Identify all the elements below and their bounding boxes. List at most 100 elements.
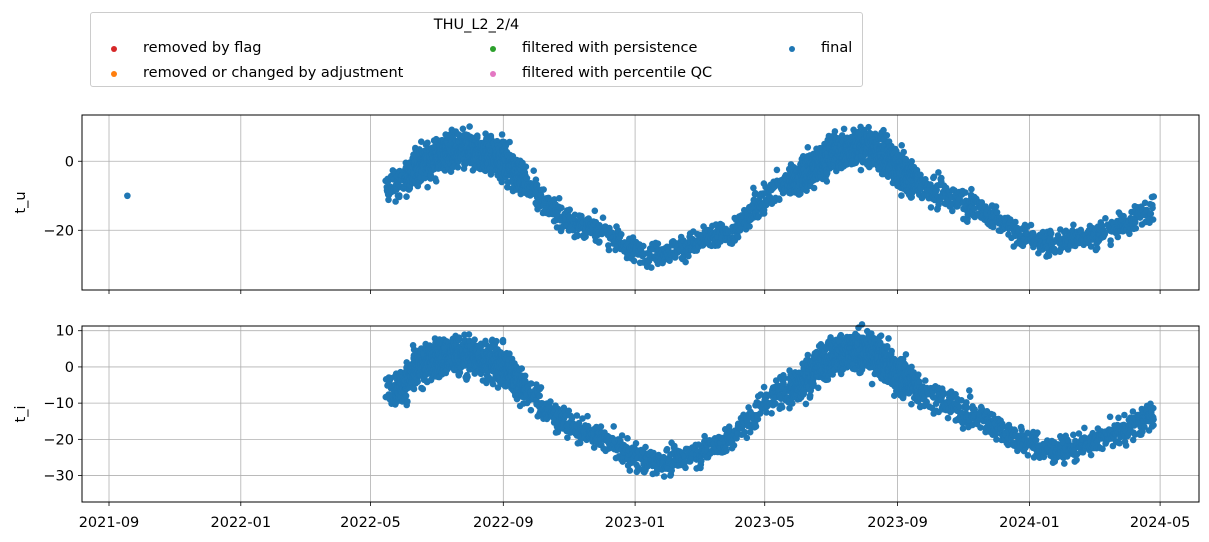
- data-point: [1029, 229, 1037, 237]
- data-point: [523, 174, 531, 182]
- data-point: [537, 192, 545, 199]
- data-point: [883, 132, 891, 139]
- data-point: [750, 184, 757, 192]
- data-point: [419, 385, 427, 393]
- data-point: [1093, 244, 1101, 252]
- legend-title: THU_L2_2/4: [433, 17, 520, 33]
- data-point: [802, 400, 810, 408]
- y-tick-label: −30: [43, 469, 74, 485]
- data-point: [1149, 216, 1157, 223]
- data-point: [466, 123, 473, 130]
- data-point: [498, 131, 506, 138]
- data-point: [626, 467, 634, 474]
- data-point: [760, 210, 768, 217]
- data-point: [1147, 210, 1155, 217]
- data-point: [768, 410, 775, 417]
- data-point: [392, 198, 399, 205]
- data-point: [654, 240, 662, 247]
- y-tick-label: 0: [65, 360, 74, 376]
- panel-t-i: 100−10−20−30t_i: [13, 321, 1200, 506]
- data-point: [1132, 219, 1139, 226]
- data-point: [573, 232, 581, 240]
- data-point: [404, 398, 411, 405]
- data-point: [804, 144, 812, 151]
- legend-label: filtered with percentile QC: [522, 65, 713, 81]
- data-point: [642, 443, 649, 451]
- data-point: [902, 155, 910, 163]
- data-point: [1114, 233, 1122, 241]
- data-point: [555, 195, 563, 202]
- data-point: [414, 378, 422, 386]
- data-point: [504, 184, 511, 191]
- data-point: [465, 331, 473, 338]
- data-point: [547, 398, 554, 405]
- data-point: [750, 196, 758, 204]
- chart-legend: THU_L2_2/4 removed by flag removed or ch…: [90, 12, 863, 87]
- data-point: [596, 238, 603, 245]
- data-point: [459, 125, 467, 133]
- data-point: [666, 257, 673, 265]
- data-point: [578, 212, 585, 220]
- data-point: [823, 178, 831, 185]
- data-point: [992, 203, 1000, 210]
- data-point: [474, 134, 481, 141]
- data-point: [1047, 229, 1055, 237]
- data-point: [558, 204, 565, 212]
- data-point: [573, 412, 581, 419]
- y-axis-label: t_u: [13, 191, 29, 213]
- data-point: [660, 473, 668, 480]
- data-point: [734, 233, 742, 241]
- data-point: [518, 365, 525, 372]
- data-point: [540, 186, 547, 193]
- data-point: [640, 242, 647, 250]
- data-point: [591, 207, 599, 215]
- legend-label: filtered with persistence: [522, 40, 698, 56]
- panel-t-u: 0−20t_u: [13, 114, 1200, 294]
- data-point: [1102, 215, 1109, 222]
- data-point: [424, 183, 431, 191]
- legend-marker-icon: [111, 46, 117, 52]
- data-point: [1107, 241, 1114, 249]
- data-point: [831, 128, 839, 135]
- data-point: [522, 163, 530, 170]
- legend-marker-icon: [490, 46, 496, 52]
- data-point: [1101, 231, 1108, 238]
- data-point: [624, 435, 631, 442]
- data-point: [968, 185, 975, 193]
- data-point: [648, 264, 655, 271]
- data-point: [810, 184, 818, 192]
- data-point: [597, 423, 605, 430]
- data-point: [663, 445, 671, 453]
- data-point: [424, 139, 431, 147]
- data-point: [743, 434, 751, 442]
- data-point: [536, 392, 543, 400]
- data-point: [432, 178, 440, 185]
- data-point: [499, 336, 507, 344]
- data-point: [814, 384, 822, 392]
- series-final: [124, 123, 1157, 271]
- y-tick-label: −10: [43, 396, 74, 412]
- legend-label: final: [821, 40, 853, 56]
- data-point: [685, 252, 692, 260]
- data-point: [605, 246, 613, 254]
- data-point: [804, 351, 812, 359]
- data-point: [857, 166, 865, 174]
- data-point: [527, 406, 535, 414]
- data-point: [471, 336, 478, 344]
- data-point: [962, 189, 969, 196]
- data-point: [530, 167, 537, 174]
- data-point: [385, 196, 392, 204]
- data-point: [506, 138, 513, 146]
- data-point: [599, 214, 607, 221]
- y-axis-label: t_i: [13, 406, 29, 423]
- legend-marker-icon: [490, 71, 496, 77]
- data-point: [569, 226, 577, 234]
- data-point: [682, 258, 689, 266]
- data-point: [464, 373, 471, 381]
- data-point: [781, 374, 788, 382]
- data-point: [1132, 225, 1140, 232]
- data-point: [418, 138, 425, 145]
- data-point: [1070, 221, 1077, 229]
- data-point: [537, 384, 545, 391]
- data-point: [618, 231, 625, 238]
